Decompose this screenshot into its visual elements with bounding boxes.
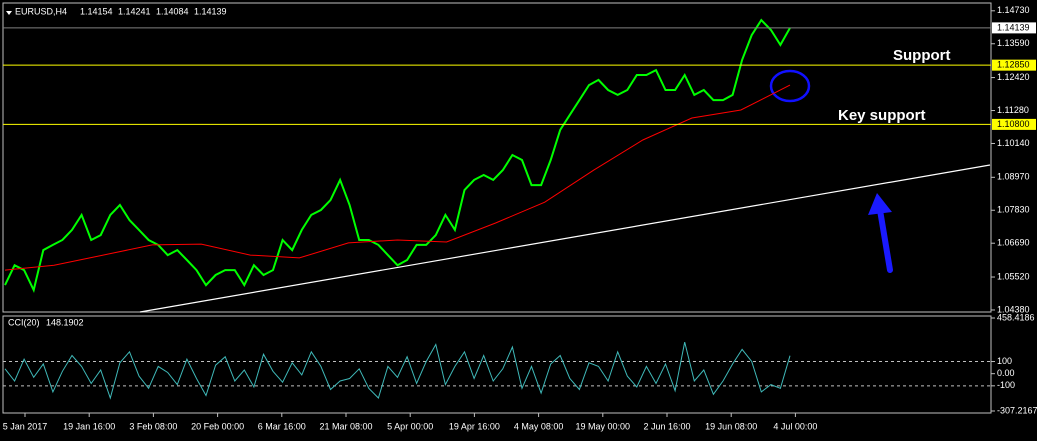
x-tick-label: 19 Jan 16:00 xyxy=(63,421,115,431)
y-tick-label: 0.00 xyxy=(997,368,1015,378)
trendline xyxy=(139,164,991,313)
x-tick-label: 2 Jun 16:00 xyxy=(643,421,690,431)
series-line xyxy=(4,84,791,271)
y-tick-label: 1.05520 xyxy=(997,271,1030,281)
y-tick-label: -100 xyxy=(997,380,1015,390)
cci-title: CCI(20) xyxy=(8,317,40,327)
series-line xyxy=(4,341,791,400)
annotation: Support xyxy=(893,47,951,64)
y-tick-label: 458.4186 xyxy=(997,312,1035,322)
menu-icon xyxy=(6,11,12,15)
y-tick-label: 1.12420 xyxy=(997,72,1030,82)
level-box xyxy=(992,59,1036,71)
x-tick-label: 19 May 00:00 xyxy=(576,421,631,431)
x-tick-label: 5 Apr 00:00 xyxy=(387,421,433,431)
y-tick-label: 1.11280 xyxy=(997,105,1029,115)
cci-frame xyxy=(2,315,992,414)
y-tick-label: 1.04380 xyxy=(997,304,1030,314)
arrow-head xyxy=(868,193,892,215)
y-tick-label: 100 xyxy=(997,356,1012,366)
series-line xyxy=(4,18,791,293)
ohlc-value: 1.14084 xyxy=(156,6,189,16)
ohlc-value: 1.14139 xyxy=(194,6,227,16)
y-tick-label: -307.2167 xyxy=(997,405,1037,415)
level-label: 1.14139 xyxy=(997,22,1030,32)
circle-marker xyxy=(769,69,811,103)
arrow xyxy=(877,207,893,273)
level-label: 1.10800 xyxy=(997,119,1030,129)
level-box xyxy=(992,22,1036,34)
y-tick-label: 1.13590 xyxy=(997,38,1030,48)
y-tick-label: 1.08970 xyxy=(997,172,1030,182)
ohlc-value: 1.14154 xyxy=(80,6,113,16)
x-tick-label: 19 Jun 08:00 xyxy=(705,421,757,431)
x-tick-label: 4 May 08:00 xyxy=(514,421,564,431)
x-tick-label: 5 Jan 2017 xyxy=(3,421,48,431)
ohlc-value: 1.14241 xyxy=(118,6,151,16)
annotation: Key support xyxy=(838,107,926,124)
y-tick-label: 1.10140 xyxy=(997,138,1030,148)
level-label: 1.12850 xyxy=(997,60,1030,70)
x-tick-label: 20 Feb 00:00 xyxy=(191,421,244,431)
y-tick-label: 1.07830 xyxy=(997,205,1030,215)
y-tick-label: 1.14730 xyxy=(997,5,1030,15)
x-tick-label: 3 Feb 08:00 xyxy=(129,421,177,431)
x-tick-label: 21 Mar 08:00 xyxy=(319,421,372,431)
symbol: EURUSD,H4 xyxy=(15,6,67,16)
level-box xyxy=(992,118,1036,130)
x-tick-label: 6 Mar 16:00 xyxy=(258,421,306,431)
x-tick-label: 4 Jul 00:00 xyxy=(773,421,817,431)
price-frame xyxy=(2,2,992,313)
x-tick-label: 19 Apr 16:00 xyxy=(449,421,500,431)
y-tick-label: 1.06690 xyxy=(997,238,1030,248)
cci-last: 148.1902 xyxy=(46,317,84,327)
